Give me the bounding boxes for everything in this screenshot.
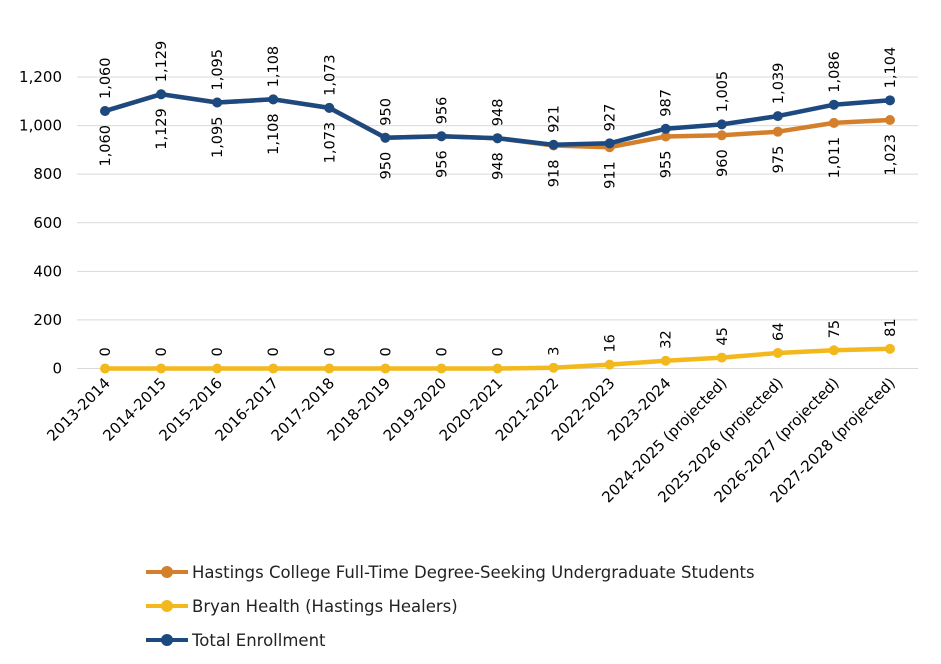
series-2-point-14: [884, 95, 895, 106]
data-label-series-2-7: 948: [491, 99, 507, 127]
series-1-point-3: [268, 363, 279, 374]
data-label-series-1-14: 81: [883, 318, 899, 336]
series-2-point-0: [100, 106, 111, 117]
series-1-point-11: [716, 352, 727, 363]
data-label-series-2-11: 1,005: [715, 71, 731, 113]
y-tick-label-1000: 1,000: [19, 117, 62, 135]
series-1-point-7: [492, 363, 503, 374]
series-1-point-9: [604, 359, 615, 370]
series-2-point-12: [772, 111, 783, 122]
series-1-point-12: [772, 347, 783, 358]
series-1-point-4: [324, 363, 335, 374]
data-label-series-2-14: 1,104: [883, 47, 899, 89]
data-label-series-2-10: 987: [659, 89, 675, 117]
series-1-point-13: [828, 345, 839, 356]
data-label-series-1-0: 0: [98, 347, 114, 356]
legend-label-hastings-college: Hastings College Full-Time Degree-Seekin…: [192, 562, 755, 582]
data-label-series-0-5: 950: [378, 152, 394, 180]
series-2-point-9: [604, 138, 615, 149]
data-label-series-0-11: 960: [715, 149, 731, 177]
data-label-series-1-13: 75: [827, 320, 843, 338]
series-1-point-14: [884, 343, 895, 354]
data-label-series-0-12: 975: [771, 146, 787, 174]
y-tick-label-800: 800: [33, 165, 62, 183]
data-label-series-2-5: 950: [378, 98, 394, 126]
data-label-series-2-13: 1,086: [827, 51, 843, 93]
series-2-point-13: [828, 99, 839, 110]
series-2-point-10: [660, 123, 671, 134]
y-tick-label-200: 200: [33, 311, 62, 329]
data-label-series-0-13: 1,011: [827, 137, 843, 179]
legend-item-total-enrollment: Total Enrollment: [146, 623, 755, 657]
data-label-series-0-1: 1,129: [154, 108, 170, 150]
data-label-series-2-1: 1,129: [154, 41, 170, 83]
data-label-series-1-3: 0: [266, 347, 282, 356]
series-2-point-5: [380, 132, 391, 143]
legend-label-bryan-health: Bryan Health (Hastings Healers): [192, 596, 458, 616]
data-label-series-0-6: 956: [434, 150, 450, 178]
legend: Hastings College Full-Time Degree-Seekin…: [146, 555, 755, 657]
series-2-point-3: [268, 94, 279, 105]
data-label-series-0-2: 1,095: [210, 117, 226, 159]
y-tick-label-600: 600: [33, 214, 62, 232]
data-label-series-0-4: 1,073: [322, 122, 338, 164]
y-tick-label-0: 0: [52, 360, 62, 378]
series-2-point-1: [156, 89, 167, 100]
data-label-series-2-8: 921: [547, 105, 563, 133]
data-label-series-2-9: 927: [603, 104, 619, 132]
legend-item-bryan-health: Bryan Health (Hastings Healers): [146, 589, 755, 623]
series-1-point-2: [212, 363, 223, 374]
series-2-point-7: [492, 133, 503, 144]
y-tick-label-400: 400: [33, 262, 62, 280]
data-label-series-1-5: 0: [378, 347, 394, 356]
series-2-point-4: [324, 102, 335, 113]
data-label-series-0-0: 1,060: [98, 125, 114, 167]
series-0-point-11: [716, 130, 727, 141]
data-label-series-1-11: 45: [715, 327, 731, 345]
series-1-point-10: [660, 355, 671, 366]
data-label-series-0-14: 1,023: [883, 134, 899, 176]
series-2-point-8: [548, 139, 559, 150]
y-tick-label-1200: 1,200: [19, 68, 62, 86]
data-label-series-2-4: 1,073: [322, 54, 338, 96]
legend-label-total-enrollment: Total Enrollment: [192, 630, 326, 650]
series-0-point-13: [828, 117, 839, 128]
data-label-series-0-7: 948: [491, 152, 507, 180]
series-0-point-12: [772, 126, 783, 137]
data-label-series-1-7: 0: [491, 347, 507, 356]
data-label-series-1-9: 16: [603, 334, 619, 352]
series-1-point-5: [380, 363, 391, 374]
data-label-series-0-10: 955: [659, 151, 675, 179]
series-1-point-1: [156, 363, 167, 374]
data-label-series-1-6: 0: [434, 347, 450, 356]
series-1-point-8: [548, 362, 559, 373]
series-1-point-6: [436, 363, 447, 374]
data-label-series-1-10: 32: [659, 330, 675, 348]
data-label-series-1-2: 0: [210, 347, 226, 356]
legend-swatch-total-enrollment: [146, 634, 188, 646]
series-0-point-14: [884, 114, 895, 125]
data-label-series-0-8: 918: [547, 160, 563, 188]
data-label-series-2-12: 1,039: [771, 63, 787, 105]
series-2-point-6: [436, 131, 447, 142]
data-label-series-0-3: 1,108: [266, 113, 282, 155]
data-label-series-2-6: 956: [434, 97, 450, 125]
data-label-series-1-1: 0: [154, 347, 170, 356]
legend-item-hastings-college: Hastings College Full-Time Degree-Seekin…: [146, 555, 755, 589]
legend-swatch-hastings-college: [146, 566, 188, 578]
data-label-series-2-0: 1,060: [98, 57, 114, 99]
series-1-point-0: [100, 363, 111, 374]
data-label-series-1-4: 0: [322, 347, 338, 356]
data-label-series-1-8: 3: [547, 347, 563, 356]
data-label-series-2-2: 1,095: [210, 49, 226, 91]
legend-swatch-bryan-health: [146, 600, 188, 612]
data-label-series-2-3: 1,108: [266, 46, 282, 88]
data-label-series-1-12: 64: [771, 323, 787, 341]
series-2-point-2: [212, 97, 223, 108]
series-2-point-11: [716, 119, 727, 130]
data-label-series-0-9: 911: [603, 161, 619, 189]
series-0-point-10: [660, 131, 671, 142]
